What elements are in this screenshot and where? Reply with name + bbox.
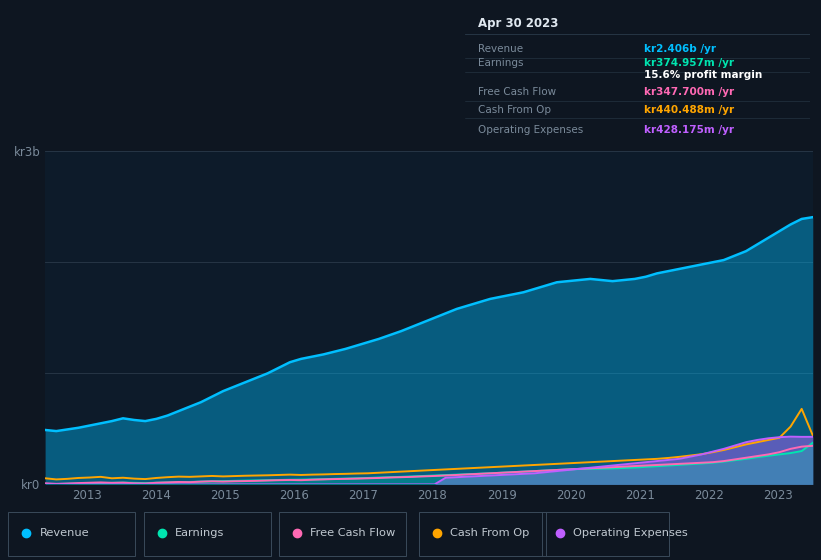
Text: Apr 30 2023: Apr 30 2023 xyxy=(479,17,559,30)
Text: Cash From Op: Cash From Op xyxy=(479,105,552,115)
Text: Cash From Op: Cash From Op xyxy=(450,529,530,538)
Text: kr2.406b /yr: kr2.406b /yr xyxy=(644,44,716,54)
Text: kr347.700m /yr: kr347.700m /yr xyxy=(644,87,734,97)
Text: kr440.488m /yr: kr440.488m /yr xyxy=(644,105,734,115)
Text: Revenue: Revenue xyxy=(39,529,89,538)
Text: kr428.175m /yr: kr428.175m /yr xyxy=(644,125,734,135)
Text: Operating Expenses: Operating Expenses xyxy=(479,125,584,135)
Text: Operating Expenses: Operating Expenses xyxy=(573,529,688,538)
Text: kr374.957m /yr: kr374.957m /yr xyxy=(644,58,734,68)
Text: Revenue: Revenue xyxy=(479,44,524,54)
Text: Earnings: Earnings xyxy=(175,529,224,538)
Text: Free Cash Flow: Free Cash Flow xyxy=(310,529,396,538)
Text: 15.6% profit margin: 15.6% profit margin xyxy=(644,70,762,80)
Text: Earnings: Earnings xyxy=(479,58,524,68)
Text: Free Cash Flow: Free Cash Flow xyxy=(479,87,557,97)
